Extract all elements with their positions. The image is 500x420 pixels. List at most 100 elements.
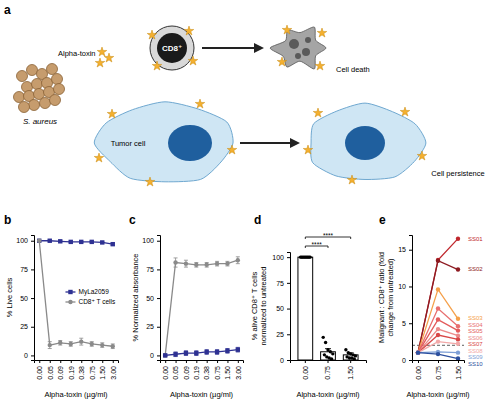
data-point (436, 339, 440, 343)
data-point (37, 239, 41, 243)
y-axis-line (31, 236, 35, 361)
x-tick: 1.50 (224, 360, 231, 380)
y-tick-label: 0 (24, 352, 28, 359)
x-tick-label: 0.00 (162, 366, 169, 380)
series-label: SS02 (468, 266, 483, 272)
x-tick-label: 0.75 (324, 366, 331, 380)
x-tick-mark (458, 360, 459, 363)
y-tick-label: 75 (146, 266, 154, 273)
x-tick-mark (102, 360, 103, 363)
x-tick-mark (113, 360, 114, 363)
plot-area (412, 236, 464, 360)
y-tick: 25 (146, 323, 160, 330)
y-tick-mark (157, 298, 160, 299)
x-tick: 0.75 (435, 360, 442, 380)
error-bar (184, 260, 188, 267)
y-tick-mark (31, 355, 34, 356)
alpha-toxin (107, 109, 117, 118)
x-axis-title: Alpha-toxin (µg/ml) (170, 390, 234, 399)
error-bar (225, 261, 229, 266)
x-tick-mark (60, 360, 61, 363)
y-tick-mark (287, 309, 290, 310)
x-tick: 0.09 (183, 360, 190, 380)
y-tick-label: 0 (402, 357, 406, 364)
data-point (100, 343, 104, 347)
series-line (418, 353, 458, 359)
error-bar (174, 258, 178, 267)
y-tick-label: 25 (20, 323, 28, 330)
data-point (204, 263, 208, 267)
diagram-panel: aS. aureusAlpha-toxinCD8⁺Cell deathTumor… (4, 3, 485, 186)
y-tick-mark (409, 286, 412, 287)
data-point (163, 353, 167, 357)
y-tick: 75 (20, 266, 34, 273)
alpha-toxin (94, 153, 104, 162)
y-tick: 75 (276, 280, 290, 287)
data-point (163, 353, 167, 357)
y-tick-label: 25 (146, 323, 154, 330)
data-point (173, 352, 177, 356)
x-tick-label: 1.50 (347, 366, 354, 380)
data-point (416, 350, 420, 354)
series-line (418, 329, 458, 353)
x-axis: 0.000.751.50 (291, 360, 367, 380)
error-bar (58, 341, 62, 346)
series-label: SS04 (468, 322, 483, 328)
y-tick-mark (409, 360, 412, 361)
x-tick: 0.38 (78, 360, 85, 380)
x-tick: 0.00 (415, 360, 422, 380)
y-tick: 25 (276, 331, 290, 338)
bacterium (50, 95, 61, 106)
x-tick-mark (305, 360, 306, 363)
replicate-point (324, 341, 327, 344)
data-point (416, 350, 420, 354)
legend: MyLa2059CD8⁺ T cells (65, 288, 116, 305)
data-point (37, 239, 41, 243)
y-tick-mark (31, 241, 34, 242)
data-point (48, 239, 52, 243)
x-axis: 0.000.751.50 (413, 360, 465, 380)
error-bar (194, 351, 198, 356)
error-bar (194, 263, 198, 268)
data-point (416, 350, 420, 354)
plot-area (37, 239, 115, 349)
alpha-toxin (152, 61, 162, 70)
data-point (173, 260, 177, 264)
alpha-toxin (147, 30, 157, 39)
alpha-toxin (303, 145, 313, 154)
alpha-toxin (313, 108, 323, 117)
y-tick-mark (287, 257, 290, 258)
arrow (202, 47, 262, 49)
x-tick-mark (186, 360, 187, 363)
data-point (416, 350, 420, 354)
y-tick: 5 (402, 320, 412, 327)
alpha-toxin (317, 28, 327, 37)
series-label: SS09 (468, 354, 483, 360)
y-tick-mark (287, 360, 290, 361)
x-tick: 3.00 (109, 360, 116, 380)
data-point (456, 236, 460, 240)
x-tick: 0.19 (193, 360, 200, 380)
y-tick: 100 (142, 237, 160, 244)
y-tick: 0 (150, 352, 160, 359)
data-point (456, 328, 460, 332)
tumor-fate-label: Cell persistence (431, 169, 484, 178)
series-label: SS10 (468, 361, 483, 367)
series-label: SS07 (468, 341, 483, 347)
data-point (236, 347, 240, 351)
replicate-point (322, 336, 325, 339)
significance-label: **** (312, 241, 323, 248)
x-tick-mark (438, 360, 439, 363)
data-point (225, 349, 229, 353)
data-point (100, 240, 104, 244)
data-point (436, 352, 440, 356)
y-tick-mark (157, 327, 160, 328)
y-tick-label: 75 (276, 280, 284, 287)
x-tick-mark (176, 360, 177, 363)
x-tick-label: 0.00 (36, 366, 43, 380)
error-bar (69, 342, 73, 347)
plot-area (163, 257, 240, 358)
y-tick-label: 0 (280, 357, 284, 364)
series-label: SS06 (468, 335, 483, 341)
y-tick: 100 (272, 254, 290, 261)
